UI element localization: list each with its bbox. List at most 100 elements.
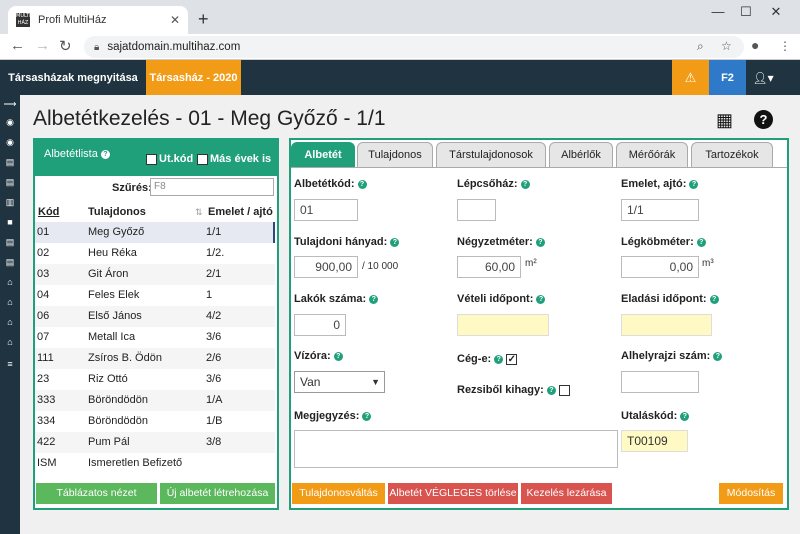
help-icon[interactable]: ?: [754, 110, 773, 129]
table-row[interactable]: 23 Riz Ottó 3/6: [35, 369, 275, 390]
maximize-icon[interactable]: ☐: [740, 4, 752, 19]
help-icon[interactable]: ?: [362, 411, 372, 421]
tab-tartozekok[interactable]: Tartozékok: [691, 142, 773, 167]
utalaskod-input[interactable]: T00109: [621, 430, 688, 452]
sort-icon[interactable]: ⇅: [195, 207, 203, 217]
rezsi-checkbox[interactable]: [558, 384, 570, 396]
chart-icon[interactable]: ▥: [5, 197, 15, 207]
alhelyrajzi-input[interactable]: [621, 371, 699, 393]
profile-icon[interactable]: ●: [751, 37, 760, 53]
browser-tab[interactable]: MULTI HÁZ Profi MultiHáz ✕: [8, 6, 188, 34]
table-view-button[interactable]: Táblázatos nézet: [36, 483, 157, 504]
table-row[interactable]: 333 Böröndödön 1/A: [35, 390, 275, 411]
help-icon[interactable]: ?: [680, 411, 690, 421]
cege-checkbox[interactable]: ✓: [506, 353, 518, 365]
minimize-icon[interactable]: —: [711, 4, 725, 19]
database-icon[interactable]: ≡: [7, 359, 13, 369]
table-row[interactable]: 111 Zsíros B. Ödön 2/6: [35, 348, 275, 369]
zoom-icon[interactable]: ⌕: [697, 39, 704, 53]
expand-nav-icon[interactable]: ⟶: [3, 99, 17, 109]
help-icon[interactable]: ?: [713, 351, 723, 361]
table-row[interactable]: 334 Böröndödön 1/B: [35, 411, 275, 432]
current-condo-tab[interactable]: Társasház - 2020: [146, 60, 241, 95]
help-icon[interactable]: ?: [494, 354, 504, 364]
gauge-icon[interactable]: ◉: [6, 137, 14, 147]
close-editing-button[interactable]: Kezelés lezárása: [521, 483, 612, 504]
dashboard-icon[interactable]: ◉: [6, 117, 14, 127]
megjegyzes-textarea[interactable]: [294, 430, 618, 468]
browser-menu-icon[interactable]: ⋮: [779, 39, 791, 53]
table-row[interactable]: ISM Ismeretlen Befizető: [35, 453, 275, 474]
albetetkod-input[interactable]: 01: [294, 199, 358, 221]
other-years-option[interactable]: Más évek is: [197, 153, 271, 165]
help-icon[interactable]: ?: [357, 179, 367, 189]
help-icon[interactable]: ?: [520, 179, 530, 189]
address-bar[interactable]: 🔒︎ sajatdomain.multihaz.com: [84, 36, 744, 58]
owner-change-button[interactable]: Tulajdonosváltás: [292, 483, 385, 504]
open-condos-link[interactable]: Társasházak megnyitása: [8, 71, 138, 84]
window-close-icon[interactable]: ✕: [770, 4, 782, 19]
nm-input[interactable]: 60,00: [457, 256, 521, 278]
table-row[interactable]: 06 Első János 4/2: [35, 306, 275, 327]
cell-tulajdonos: Böröndödön: [88, 394, 148, 406]
book-icon-2[interactable]: ▤: [5, 177, 15, 187]
column-kod[interactable]: Kód: [38, 206, 60, 218]
new-tab-icon[interactable]: +: [198, 9, 209, 29]
tab-merorak[interactable]: Mérőórák: [616, 142, 688, 167]
book-icon[interactable]: ▤: [5, 157, 15, 167]
vetel-date-input[interactable]: [457, 314, 549, 336]
help-icon[interactable]: ?: [536, 294, 546, 304]
modify-button[interactable]: Módosítás: [719, 483, 783, 504]
column-tulajdonos[interactable]: Tulajdonos: [88, 206, 146, 218]
hanyad-input[interactable]: 900,00: [294, 256, 358, 278]
new-unit-button[interactable]: Új albetét létrehozása: [160, 483, 275, 504]
help-icon[interactable]: ?: [709, 294, 719, 304]
book-icon-4[interactable]: ▤: [5, 257, 15, 267]
table-row[interactable]: 422 Pum Pál 3/8: [35, 432, 275, 453]
utkod-option[interactable]: Ut.kód: [146, 153, 193, 165]
forward-icon[interactable]: →: [35, 37, 50, 54]
help-icon[interactable]: ?: [535, 237, 545, 247]
table-row[interactable]: 03 Git Áron 2/1: [35, 264, 275, 285]
back-icon[interactable]: ←: [10, 37, 25, 54]
table-grid-icon[interactable]: ▦: [716, 110, 734, 130]
f2-button[interactable]: F2: [709, 60, 746, 95]
reload-icon[interactable]: ↻: [59, 38, 72, 55]
table-row[interactable]: 02 Heu Réka 1/2.: [35, 243, 275, 264]
bank-icon-4[interactable]: ⌂: [7, 337, 13, 347]
help-icon[interactable]: ?: [696, 237, 706, 247]
book-icon-3[interactable]: ▤: [5, 237, 15, 247]
lakok-input[interactable]: 0: [294, 314, 346, 336]
utkod-checkbox[interactable]: [146, 153, 157, 165]
bookmark-star-icon[interactable]: ☆: [721, 39, 732, 53]
tab-tarstulajdonosok[interactable]: Társtulajdonosok: [436, 142, 546, 167]
filter-input[interactable]: F8: [150, 178, 274, 196]
close-tab-icon[interactable]: ✕: [169, 13, 180, 27]
vizora-select[interactable]: Van ▼: [294, 371, 385, 393]
help-icon[interactable]: ?: [546, 385, 556, 395]
help-icon[interactable]: ?: [100, 149, 110, 159]
tab-tulajdonos[interactable]: Tulajdonos: [357, 142, 433, 167]
emelet-input[interactable]: 1/1: [621, 199, 699, 221]
bank-icon-3[interactable]: ⌂: [7, 317, 13, 327]
bank-icon[interactable]: ⌂: [7, 277, 13, 287]
column-emelet[interactable]: Emelet / ajtó: [208, 206, 273, 218]
help-icon[interactable]: ?: [689, 179, 699, 189]
user-menu-button[interactable]: 👤︎▾: [746, 60, 780, 95]
lepcsohaz-input[interactable]: [457, 199, 496, 221]
lkm-input[interactable]: 0,00: [621, 256, 699, 278]
other-years-checkbox[interactable]: [197, 153, 208, 165]
table-row[interactable]: 01 Meg Győző 1/1: [35, 222, 275, 243]
eladas-date-input[interactable]: [621, 314, 712, 336]
tab-albetet[interactable]: Albetét: [291, 142, 355, 167]
bank-icon-2[interactable]: ⌂: [7, 297, 13, 307]
table-row[interactable]: 07 Metall Ica 3/6: [35, 327, 275, 348]
help-icon[interactable]: ?: [333, 351, 343, 361]
tab-alberlok[interactable]: Albérlők: [549, 142, 613, 167]
table-row[interactable]: 04 Feles Elek 1: [35, 285, 275, 306]
help-icon[interactable]: ?: [369, 294, 379, 304]
help-icon[interactable]: ?: [390, 237, 400, 247]
warning-button[interactable]: ⚠: [672, 60, 709, 95]
delete-unit-button[interactable]: Albetét VÉGLEGES törlése: [388, 483, 518, 504]
folder-icon[interactable]: ■: [7, 217, 13, 227]
